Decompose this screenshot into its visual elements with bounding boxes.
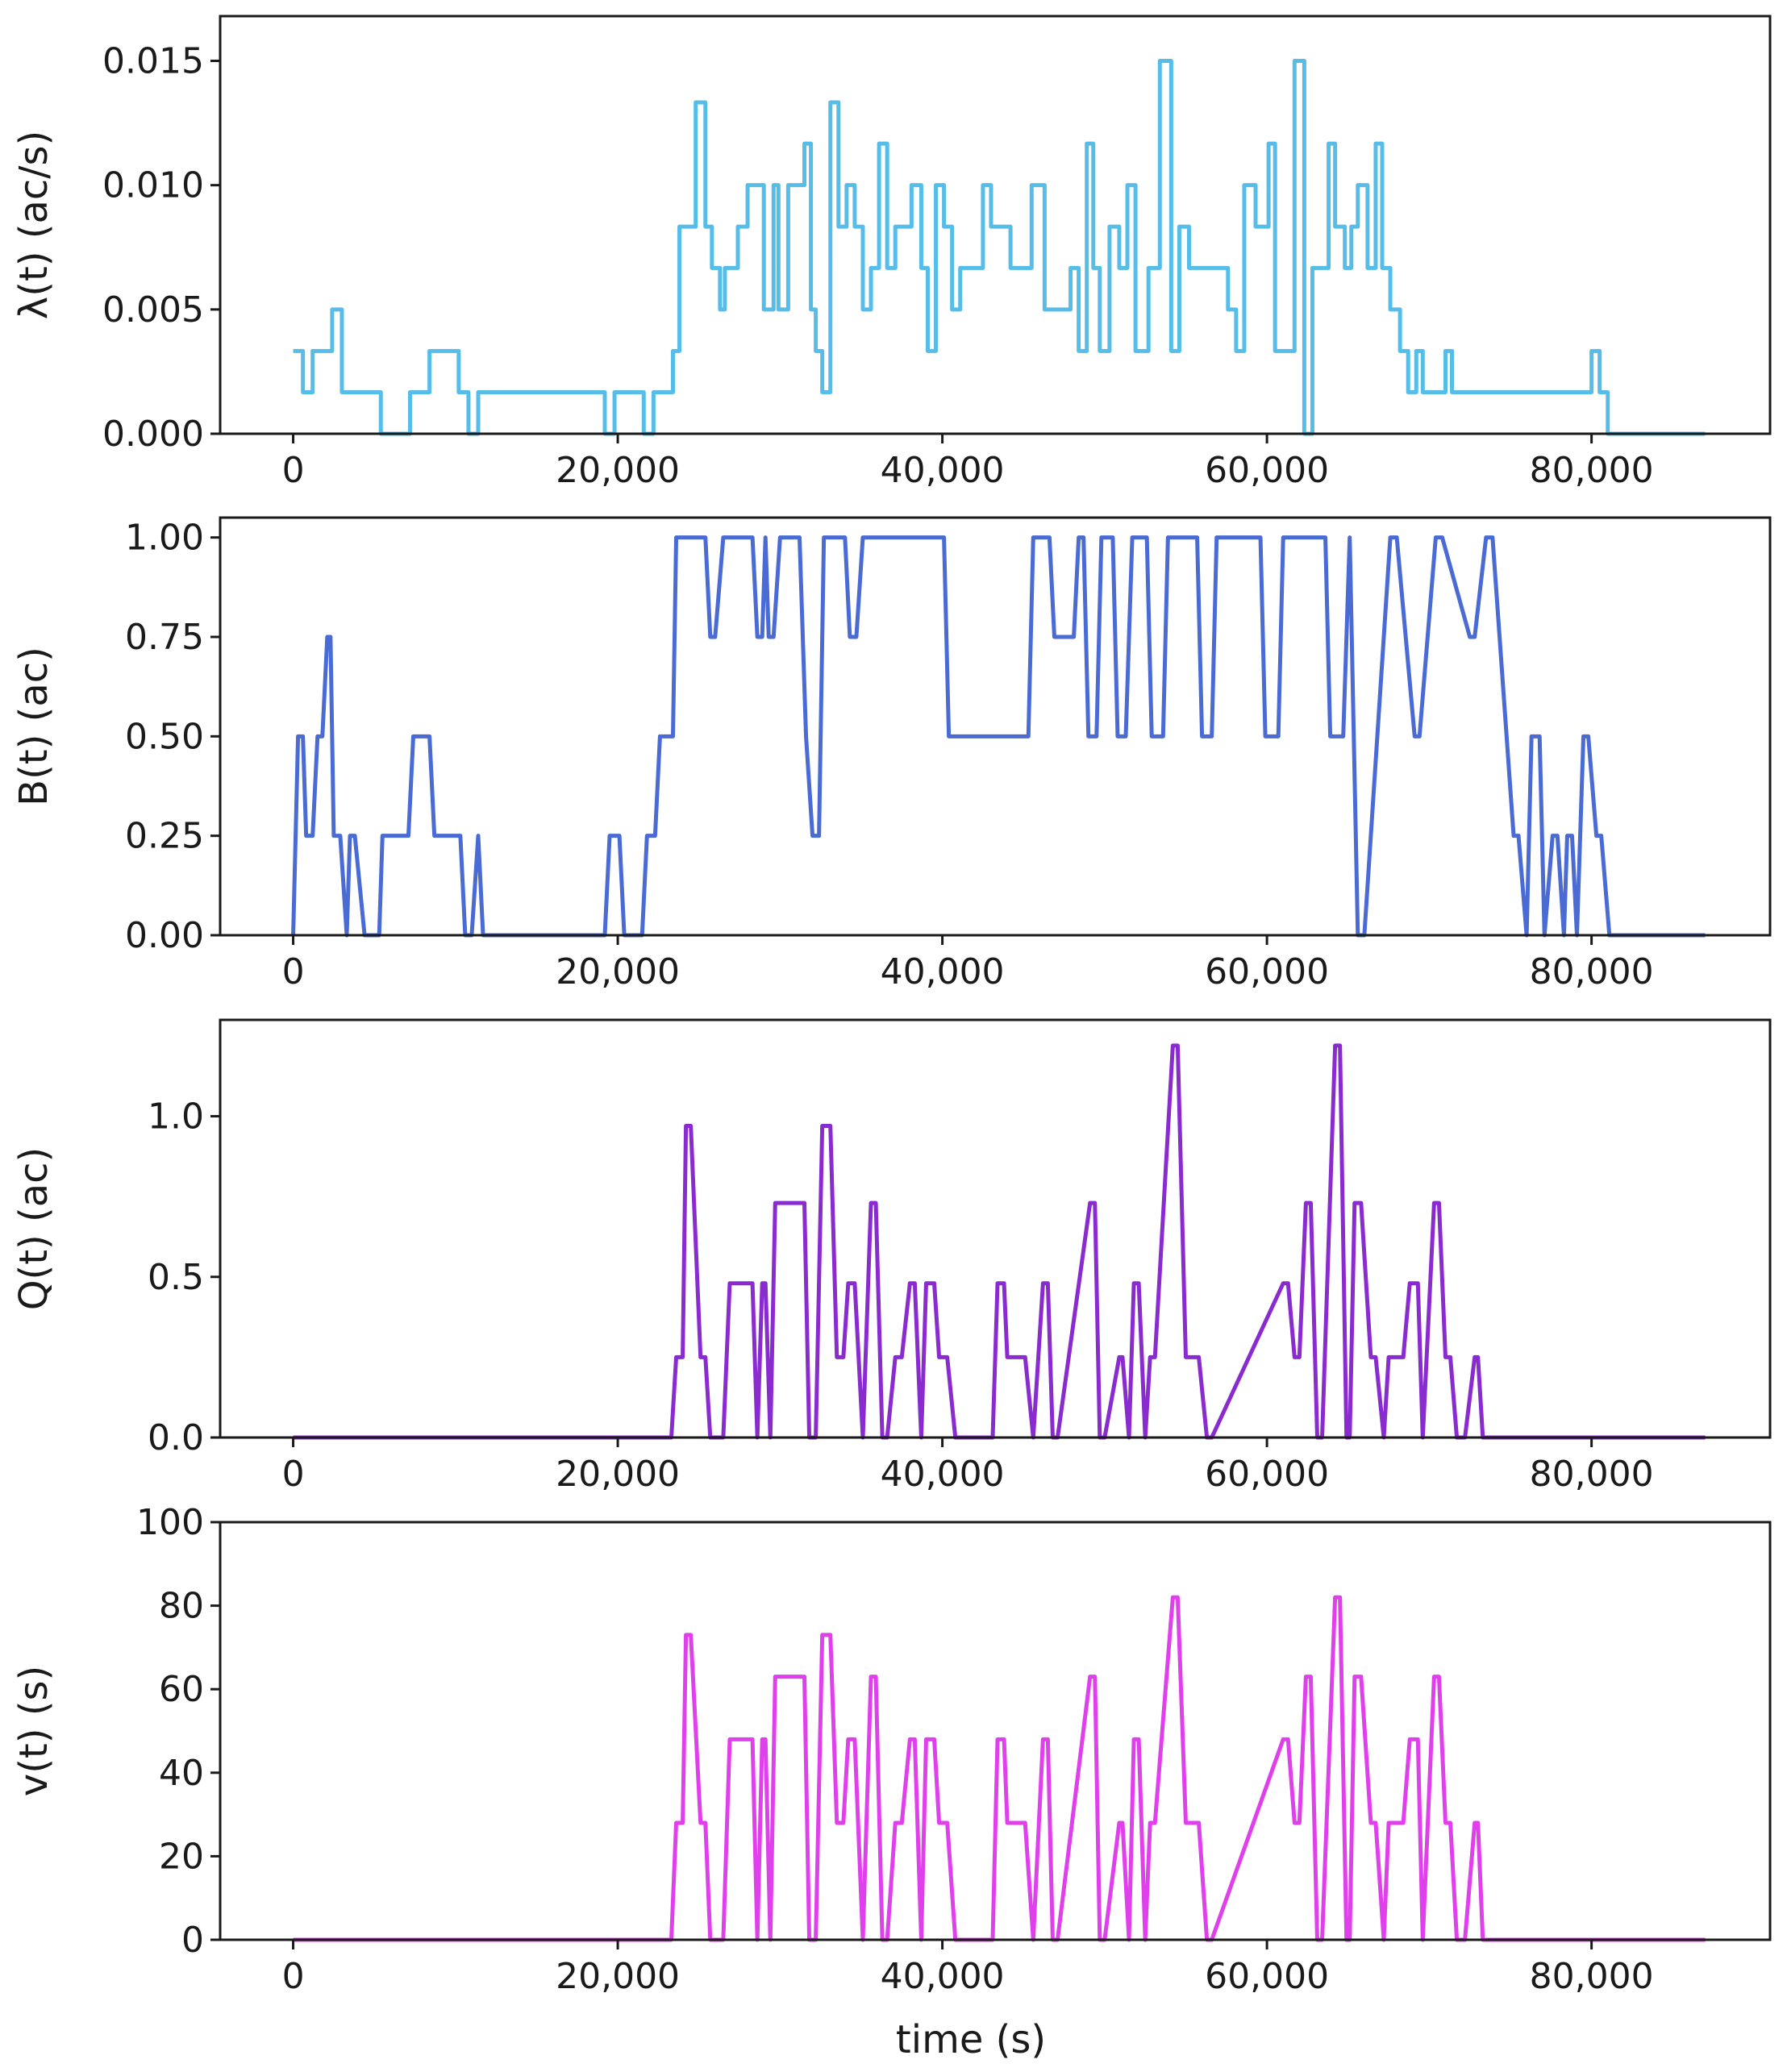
series-line-b [291,535,1706,938]
y-tick-label-b: 1.00 [125,518,204,559]
y-tick-label-b: 0.75 [125,617,204,658]
x-tick-label-q: 0 [282,1454,305,1495]
panel-q: 0 20,000 40,000 60,000 80,000 0.0 0.5 1.0 Q(t) (… [11,1018,1772,1495]
plot-frame-b [219,516,1772,937]
x-axis-label-v: time (s) [896,2017,1046,2062]
x-tick-label-b: 0 [282,951,305,992]
x-tick-label-q: 20,000 [556,1454,680,1495]
x-tick-label-q: 80,000 [1530,1454,1654,1495]
x-tick-label-v: 80,000 [1530,1956,1654,1997]
y-tick-label-q: 0.0 [148,1417,204,1458]
y-tick-label-v: 0 [181,1920,204,1961]
x-tick-label-lambda: 80,000 [1530,450,1654,491]
panel-b: 0 20,000 40,000 60,000 80,000 0.00 0.25 0.50 0.7… [11,516,1772,992]
y-tick-label-b: 0.50 [125,716,204,757]
x-tick-label-b: 60,000 [1205,951,1329,992]
y-tick-label-q: 0.5 [148,1257,204,1298]
panel-lambda: 0 20,000 40,000 60,000 80,000 0.000 0.005 0.010… [11,15,1772,491]
panel-v: 0 20,000 40,000 60,000 80,000 0 20 40 60 80 100 v(t… [11,1502,1772,2062]
y-axis-label-lambda: λ(t) (ac/s) [11,131,56,319]
y-tick-label-lambda: 0.000 [102,414,204,455]
x-tick-label-v: 40,000 [881,1956,1005,1997]
x-tick-label-lambda: 20,000 [556,450,680,491]
series-line-q [293,1043,1706,1440]
x-tick-label-b: 80,000 [1530,951,1654,992]
plot-frame-v [219,1521,1772,1941]
x-tick-label-q: 40,000 [881,1454,1005,1495]
series-line-v [293,1595,1706,1942]
y-tick-label-v: 80 [159,1586,204,1627]
y-tick-label-b: 0.00 [125,915,204,956]
y-axis-label-b: B(t) (ac) [11,647,56,806]
y-axis-label-q: Q(t) (ac) [11,1147,56,1311]
x-tick-label-b: 40,000 [881,951,1005,992]
y-axis-label-v: v(t) (s) [11,1666,56,1796]
y-tick-label-v: 100 [136,1502,204,1543]
series-line-lambda [293,59,1706,436]
y-tick-label-v: 20 [159,1836,204,1877]
x-tick-label-b: 20,000 [556,951,680,992]
y-tick-label-v: 40 [159,1753,204,1794]
y-tick-label-v: 60 [159,1669,204,1710]
y-tick-label-b: 0.25 [125,816,204,857]
y-tick-label-lambda: 0.015 [102,41,204,82]
x-tick-label-lambda: 60,000 [1205,450,1329,491]
x-tick-label-q: 60,000 [1205,1454,1329,1495]
plot-frame-lambda [219,15,1772,435]
x-tick-label-v: 60,000 [1205,1956,1329,1997]
x-tick-label-v: 20,000 [556,1956,680,1997]
y-tick-label-q: 1.0 [148,1096,204,1138]
x-tick-label-lambda: 0 [282,450,305,491]
plot-frame-q [219,1018,1772,1439]
y-tick-label-lambda: 0.010 [102,165,204,206]
x-tick-label-v: 0 [282,1956,305,1997]
x-tick-label-lambda: 40,000 [881,450,1005,491]
y-tick-label-lambda: 0.005 [102,289,204,331]
